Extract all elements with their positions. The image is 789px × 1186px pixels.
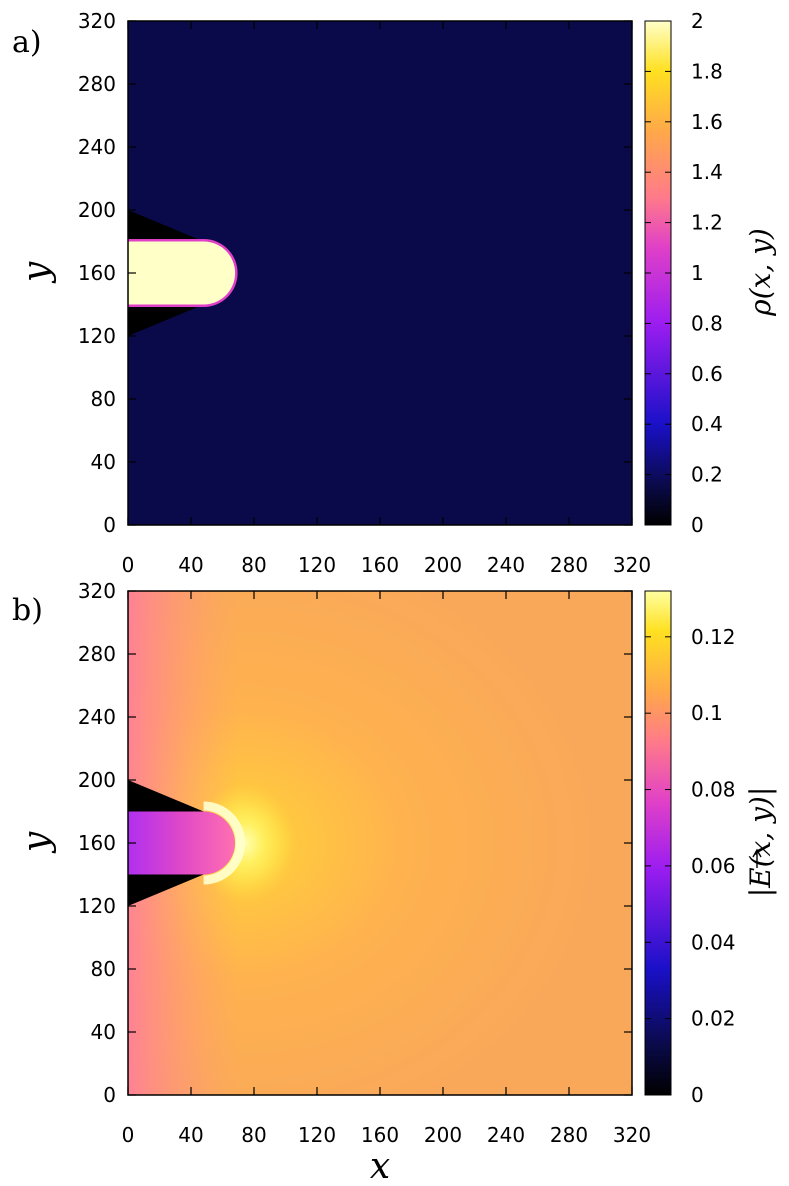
x-tick-label: 200 (424, 553, 462, 577)
x-axis-label: x (370, 1146, 390, 1186)
x-tick-label: 280 (550, 1123, 588, 1147)
y-tick-label: 160 (78, 831, 116, 855)
vector-arrow-icon (752, 848, 762, 868)
colorbar-tick-label: 0.02 (691, 1007, 736, 1031)
y-tick-label: 80 (91, 957, 116, 981)
y-tick-label: 0 (103, 1083, 116, 1107)
y-tick-label: 0 (103, 513, 116, 537)
x-tick-label: 80 (241, 1123, 266, 1147)
y-tick-label: 120 (78, 894, 116, 918)
x-tick-label: 80 (241, 553, 266, 577)
x-tick-label: 240 (487, 553, 525, 577)
y-ticks-a: 0 40 80 120 160 200 240 280 320 (78, 9, 632, 537)
colorbar-ticks-a: 0 0.2 0.4 0.6 0.8 1 1.2 1.4 1.6 1.8 2 (645, 9, 723, 537)
y-tick-label: 80 (91, 387, 116, 411)
x-ticks-b: 0 40 80 120 160 200 240 280 320 (122, 591, 651, 1147)
colorbar-tick-label: 1.8 (691, 59, 723, 83)
colorbar-tick-label: 0.08 (691, 778, 736, 802)
colorbar-label-a: ρ(x, y) (744, 228, 777, 317)
y-tick-label: 320 (78, 9, 116, 33)
colorbar-ticks-b: 0 0.02 0.04 0.06 0.08 0.1 0.12 (645, 625, 736, 1107)
x-tick-label: 200 (424, 1123, 462, 1147)
colorbar-b (644, 590, 672, 1096)
x-tick-label: 120 (298, 553, 336, 577)
x-ticks-a: 0 40 80 120 160 200 240 280 320 (122, 21, 651, 577)
x-tick-label: 320 (613, 553, 651, 577)
y-tick-label: 240 (78, 135, 116, 159)
y-tick-label: 200 (78, 198, 116, 222)
colorbar-tick-label: 1.2 (691, 211, 723, 235)
colorbar-tick-label: 0 (691, 1083, 704, 1107)
x-tick-label: 320 (613, 1123, 651, 1147)
colorbar-tick-label: 0.1 (691, 701, 723, 725)
colorbar-tick-label: 0.12 (691, 625, 736, 649)
panel-label-a: a) (12, 25, 42, 60)
x-tick-label: 120 (298, 1123, 336, 1147)
colorbar-tick-label: 0 (691, 513, 704, 537)
x-tick-label: 160 (361, 553, 399, 577)
colorbar-tick-label: 2 (691, 9, 704, 33)
y-tick-label: 40 (91, 1020, 116, 1044)
heatmap-a (128, 21, 632, 525)
panel-b: b) 0 40 80 120 160 200 240 280 320 0 40 80 120 160 20… (12, 579, 777, 1186)
colorbar-tick-label: 0.4 (691, 412, 723, 436)
colorbar-label-b: |E(x, y)| (744, 787, 777, 898)
colorbar-tick-label: 0.2 (691, 463, 723, 487)
y-tick-label: 280 (78, 72, 116, 96)
streamer-body-b (128, 811, 236, 875)
colorbar-tick-label: 1.6 (691, 110, 723, 134)
panel-label-b: b) (12, 593, 43, 628)
y-ticks-b: 0 40 80 120 160 200 240 280 320 (78, 579, 632, 1107)
x-tick-label: 160 (361, 1123, 399, 1147)
x-tick-label: 40 (178, 553, 203, 577)
colorbar-tick-label: 0.8 (691, 311, 723, 335)
y-axis-label-b: y (16, 831, 57, 854)
y-tick-label: 320 (78, 579, 116, 603)
colorbar-tick-label: 0.06 (691, 854, 736, 878)
colorbar-tick-label: 1 (691, 261, 704, 285)
y-tick-label: 160 (78, 261, 116, 285)
y-tick-label: 200 (78, 768, 116, 792)
y-tick-label: 240 (78, 705, 116, 729)
streamer-body-a (128, 241, 236, 305)
x-tick-label: 0 (122, 1123, 135, 1147)
x-tick-label: 240 (487, 1123, 525, 1147)
field-tip-crescent (203, 801, 246, 885)
x-tick-label: 40 (178, 1123, 203, 1147)
y-tick-label: 120 (78, 324, 116, 348)
x-tick-label: 280 (550, 553, 588, 577)
y-axis-label-a: y (16, 261, 57, 284)
colorbar-tick-label: 1.4 (691, 160, 723, 184)
x-tick-label: 0 (122, 553, 135, 577)
heatmap-b (128, 591, 632, 1095)
y-tick-label: 40 (91, 450, 116, 474)
colorbar-tick-label: 0.6 (691, 362, 723, 386)
y-tick-label: 280 (78, 642, 116, 666)
colorbar-tick-label: 0.04 (691, 930, 736, 954)
